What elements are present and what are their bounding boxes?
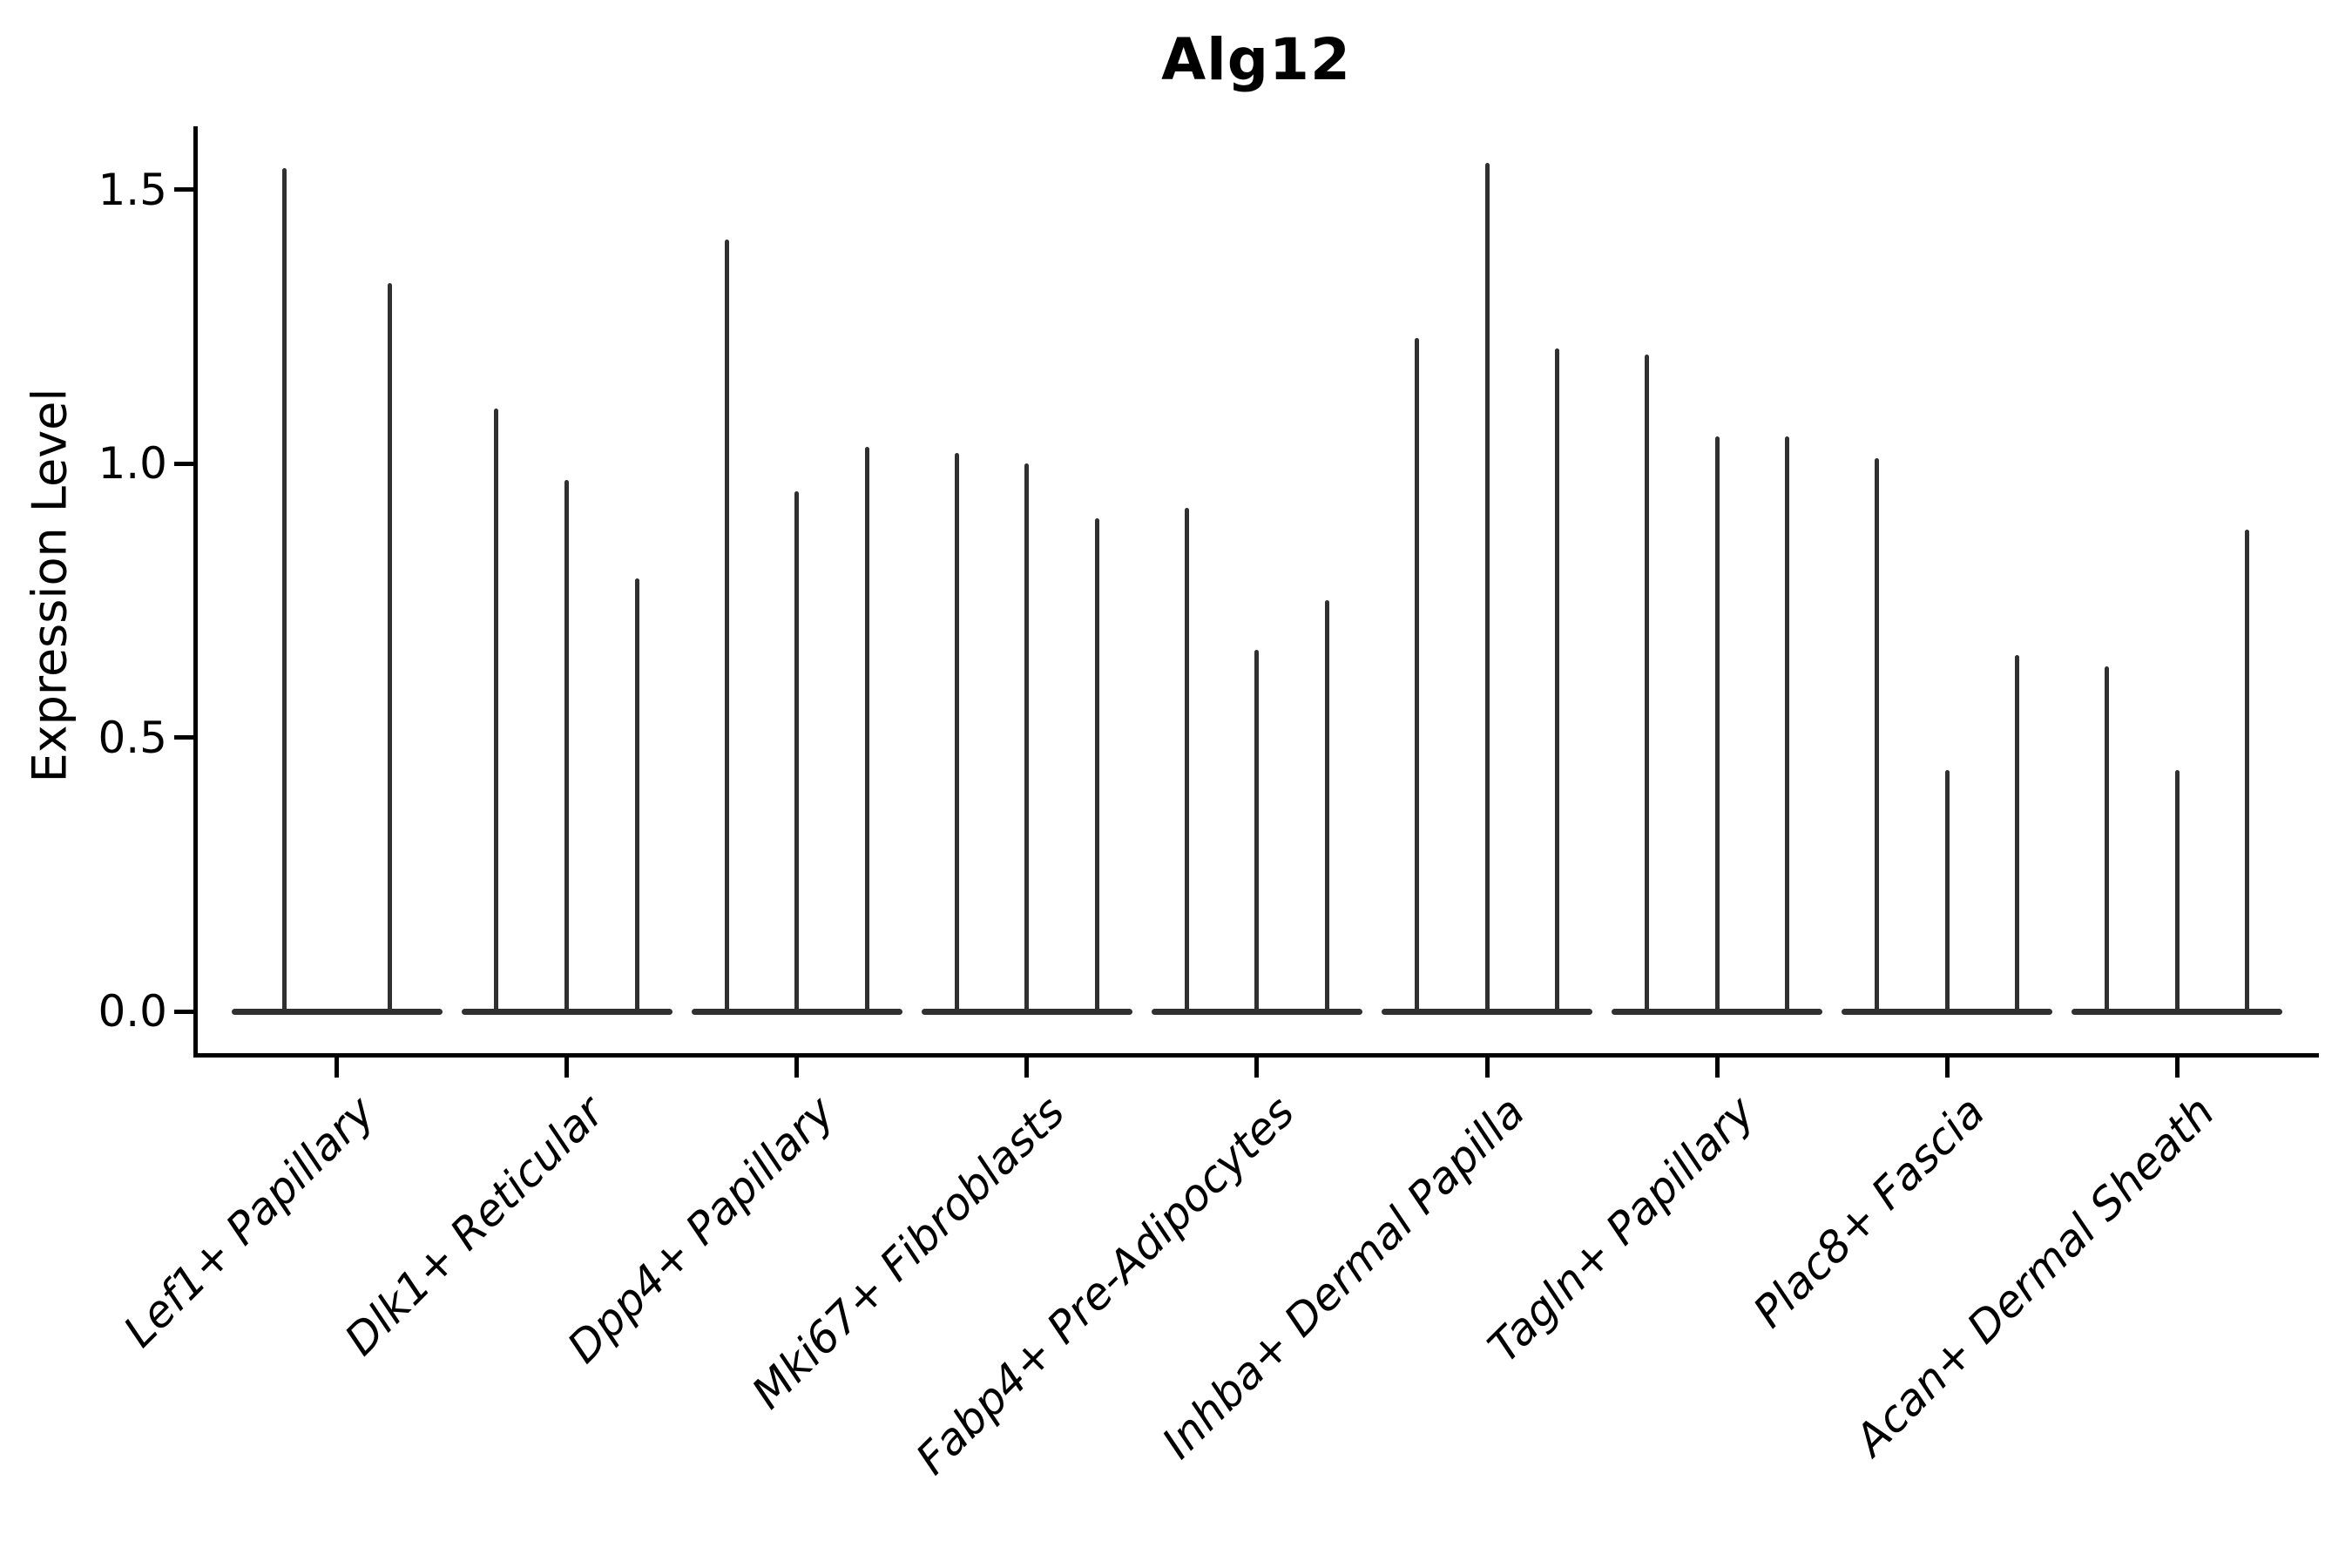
y-tick-mark [174,187,193,193]
x-tick-mark [2174,1058,2180,1078]
violin-needle [1484,162,1490,1013]
violin-needle [2245,529,2250,1013]
violin-needle [281,167,287,1013]
violin-needle [387,282,392,1013]
y-tick-mark [174,1009,193,1014]
violin-needle [564,480,570,1013]
y-tick-mark [174,735,193,740]
violin-needle [1644,354,1649,1013]
violin-needle [1414,337,1419,1013]
violin-needle [1184,507,1189,1013]
violin-needle [794,490,800,1013]
violin-needle [1875,458,1880,1013]
violin-needle [494,409,499,1013]
chart-title: Alg12 [1161,26,1351,93]
violin-needle [864,447,869,1013]
x-tick-mark [1484,1058,1490,1078]
x-tick-mark [1024,1058,1030,1078]
x-tick-mark [794,1058,800,1078]
y-tick-label: 1.0 [98,438,167,490]
violin-needle [1254,650,1260,1013]
violin-needle [954,452,959,1013]
y-tick-label: 0.0 [98,986,167,1037]
violin-base [231,1008,443,1015]
violin-needle [634,578,639,1013]
x-tick-mark [1254,1058,1260,1078]
y-tick-mark [174,461,193,466]
violin-needle [1714,436,1720,1013]
violin-needle [1785,436,1790,1013]
x-tick-label: Fabp4+ Pre-Adipocytes [906,1086,1305,1484]
violin-needle [1325,600,1330,1013]
x-tick-mark [1714,1058,1720,1078]
x-tick-mark [564,1058,570,1078]
violin-needle [1944,770,1950,1013]
x-tick-label: Plac8+ Fascia [1743,1086,1995,1338]
x-tick-mark [1944,1058,1950,1078]
y-tick-label: 1.5 [98,164,167,215]
x-tick-label: Lef1+ Papillary [113,1086,384,1357]
x-tick-mark [335,1058,339,1078]
violin-needle [1555,348,1560,1013]
violin-needle [2174,770,2180,1013]
left-spine [193,126,198,1058]
violin-needle [724,239,729,1013]
violin-needle [2105,666,2110,1013]
y-tick-label: 0.5 [98,712,167,763]
violin-needle [1094,518,1099,1013]
bottom-spine [193,1053,2319,1058]
violin-needle [2015,655,2020,1013]
violin-needle [1024,463,1030,1013]
